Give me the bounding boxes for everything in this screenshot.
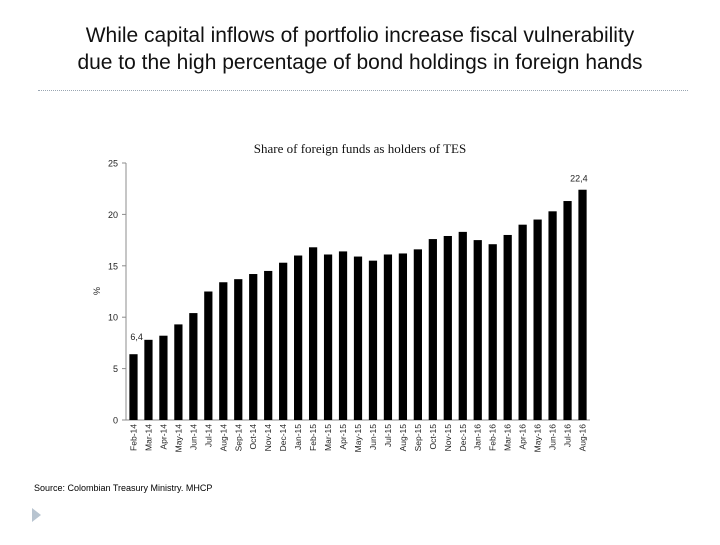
- x-tick-label: Mar-14: [143, 424, 153, 451]
- source-note: Source: Colombian Treasury Ministry. MHC…: [34, 483, 213, 493]
- x-tick-label: Jul-14: [203, 424, 213, 447]
- x-tick-label: Apr-15: [338, 424, 348, 450]
- x-tick-label: May-15: [353, 424, 363, 453]
- bar-dec-14: [279, 262, 288, 420]
- x-tick-label: Aug-16: [578, 424, 588, 452]
- bar-jul-16: [563, 201, 572, 420]
- bar-mar-14: [144, 339, 153, 420]
- y-tick-label: 15: [108, 261, 118, 271]
- x-tick-label: Jun-14: [188, 424, 198, 450]
- x-tick-label: Aug-14: [218, 424, 228, 452]
- bar-aug-16: [578, 189, 587, 420]
- x-tick-label: Feb-14: [128, 424, 138, 451]
- slide-title: While capital inflows of portfolio incre…: [10, 22, 710, 76]
- bar-jun-16: [548, 211, 557, 420]
- bar-jul-15: [383, 254, 393, 420]
- bullet-arrow-icon: [32, 508, 41, 522]
- bar-may-16: [533, 219, 542, 420]
- x-tick-label: May-14: [173, 424, 183, 453]
- bar-nov-15: [443, 235, 452, 420]
- bar-jan-16: [473, 240, 482, 420]
- x-tick-label: Feb-15: [308, 424, 318, 451]
- bar-feb-14: [129, 354, 138, 420]
- bar-dec-15: [458, 231, 467, 420]
- x-tick-label: Jun-16: [548, 424, 558, 450]
- x-tick-label: Dec-15: [458, 424, 468, 452]
- bar-oct-15: [428, 239, 437, 420]
- bar-jun-14: [189, 313, 198, 420]
- x-tick-label: Jul-16: [563, 424, 573, 447]
- bar-mar-16: [503, 234, 512, 420]
- data-label: 6,4: [130, 332, 143, 342]
- bar-sep-15: [413, 249, 422, 420]
- x-tick-label: Nov-15: [443, 424, 453, 452]
- x-tick-label: Mar-15: [323, 424, 333, 451]
- bar-mar-15: [323, 254, 333, 420]
- bar-jun-15: [368, 260, 378, 420]
- bar-jul-14: [204, 291, 213, 420]
- x-tick-label: Jan-15: [293, 424, 303, 450]
- bar-apr-16: [518, 224, 527, 420]
- bar-apr-15: [338, 251, 348, 420]
- bar-nov-14: [264, 270, 273, 420]
- bar-may-14: [174, 324, 183, 420]
- bar-may-15: [353, 256, 363, 420]
- x-tick-label: Nov-14: [263, 424, 273, 452]
- y-tick-label: 0: [113, 416, 118, 426]
- y-axis-label: %: [92, 287, 102, 295]
- bar-jan-15: [294, 255, 303, 420]
- x-tick-label: Sep-14: [233, 424, 243, 452]
- x-tick-label: Jan-16: [473, 424, 483, 450]
- x-tick-label: Aug-15: [398, 424, 408, 452]
- bar-oct-14: [249, 274, 258, 420]
- data-label: 22,4: [570, 174, 588, 184]
- chart-title: Share of foreign funds as holders of TES: [254, 141, 466, 156]
- bar-feb-16: [488, 244, 497, 420]
- x-tick-label: Sep-15: [413, 424, 423, 452]
- x-tick-label: Apr-16: [518, 424, 528, 450]
- y-tick-label: 25: [108, 159, 118, 169]
- bar-feb-15: [308, 247, 318, 420]
- x-tick-label: Feb-16: [488, 424, 498, 451]
- x-tick-label: Mar-16: [503, 424, 513, 451]
- x-tick-label: May-16: [533, 424, 543, 453]
- y-tick-label: 5: [113, 364, 118, 374]
- x-tick-label: Jul-15: [383, 424, 393, 447]
- y-tick-label: 20: [108, 210, 118, 220]
- x-tick-label: Jun-15: [368, 424, 378, 450]
- bar-sep-14: [234, 279, 243, 420]
- bar-aug-15: [398, 253, 408, 420]
- y-tick-label: 10: [108, 313, 118, 323]
- bar-aug-14: [219, 282, 228, 420]
- bar-apr-14: [159, 335, 168, 420]
- title-divider: [38, 90, 688, 91]
- slide-title-line-1: While capital inflows of portfolio incre…: [85, 24, 635, 47]
- x-tick-label: Dec-14: [278, 424, 288, 452]
- x-tick-label: Oct-15: [428, 424, 438, 450]
- x-tick-label: Oct-14: [248, 424, 258, 450]
- x-tick-label: Apr-14: [158, 424, 168, 450]
- slide-title-line-2: due to the high percentage of bond holdi…: [77, 51, 643, 74]
